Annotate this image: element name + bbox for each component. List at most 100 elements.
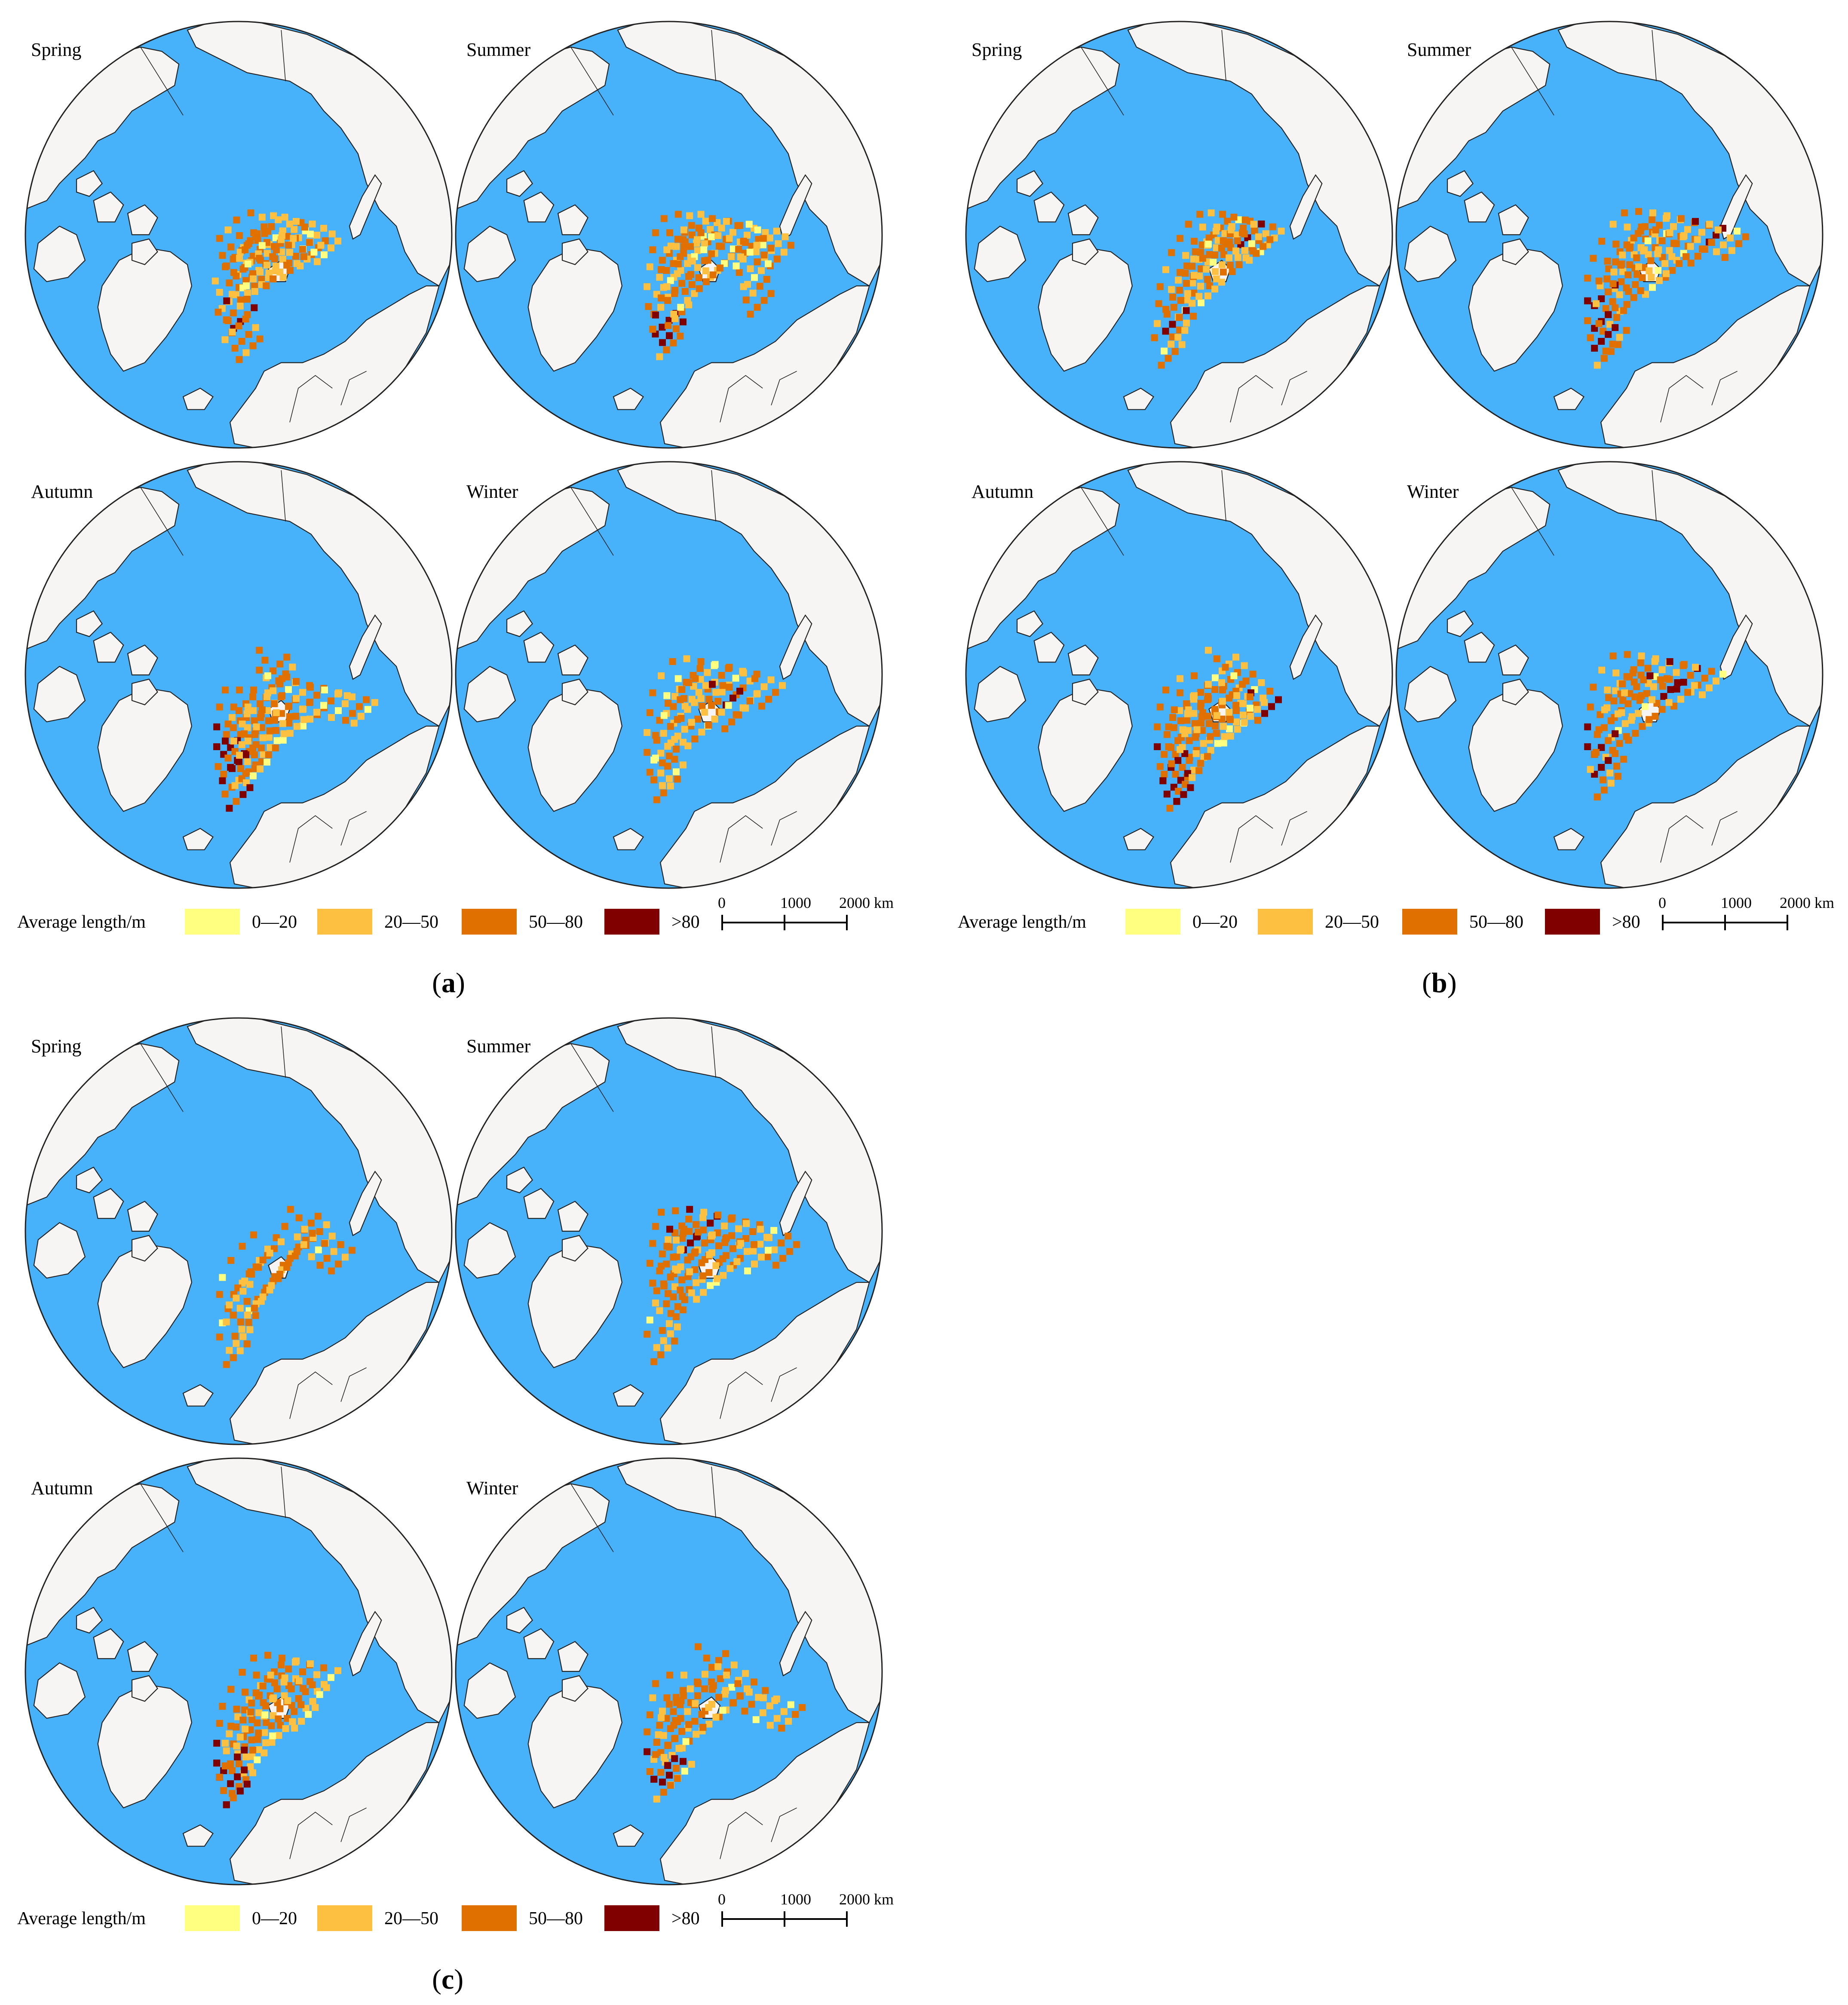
cell	[1182, 252, 1189, 259]
legend: Average length/m 0—20 20—50 50—80 >80	[958, 909, 1640, 935]
cell	[680, 226, 687, 233]
cell	[1591, 345, 1598, 352]
cell	[680, 1226, 687, 1233]
cell	[1595, 320, 1603, 327]
cell	[667, 782, 674, 790]
cell	[680, 739, 686, 746]
cell	[659, 339, 666, 346]
cell	[719, 1255, 726, 1263]
cell	[1612, 304, 1619, 311]
cell	[1161, 771, 1168, 778]
cell	[735, 1225, 742, 1232]
cell	[779, 1255, 786, 1262]
cell	[691, 699, 698, 706]
cell	[243, 1781, 251, 1788]
cell	[1180, 791, 1187, 798]
cell	[222, 1762, 229, 1769]
cell	[293, 218, 300, 225]
cell	[1198, 299, 1204, 307]
cell	[1626, 261, 1633, 268]
cell	[766, 234, 773, 242]
cell	[786, 1248, 793, 1255]
cell	[1708, 239, 1715, 246]
cell	[652, 1751, 659, 1758]
cell	[753, 690, 760, 698]
cell	[215, 763, 222, 770]
cell	[785, 1718, 792, 1725]
cell	[741, 1708, 748, 1715]
cell	[674, 776, 681, 783]
cell	[216, 235, 223, 242]
cell	[1197, 760, 1204, 767]
cell	[657, 750, 665, 757]
cell	[231, 1333, 239, 1340]
cell	[1605, 288, 1612, 295]
cell	[321, 1240, 328, 1247]
cell	[283, 1264, 291, 1271]
cell	[1610, 268, 1618, 276]
cell	[230, 1354, 237, 1361]
cell	[759, 241, 766, 248]
cell	[264, 707, 271, 714]
cell	[286, 249, 293, 256]
cell	[1595, 726, 1603, 733]
cell	[671, 1337, 678, 1345]
cell	[678, 1728, 686, 1735]
cell	[250, 772, 257, 779]
cell	[266, 1286, 273, 1294]
cell	[718, 688, 726, 696]
cell	[708, 250, 715, 258]
cell	[1618, 261, 1625, 267]
cell	[293, 260, 300, 267]
cell	[1198, 241, 1206, 248]
cell	[691, 1718, 699, 1725]
cell	[1701, 674, 1708, 682]
legend-label: 0—20	[252, 912, 297, 932]
cell	[1630, 234, 1637, 242]
cell	[740, 669, 747, 677]
cell	[652, 754, 659, 762]
cell	[1156, 283, 1164, 290]
cell	[1687, 260, 1695, 267]
cell	[1607, 779, 1615, 787]
cell	[1699, 691, 1706, 699]
cell	[674, 236, 681, 243]
cell	[1219, 715, 1226, 723]
cell	[1728, 247, 1735, 254]
cell	[1191, 720, 1198, 727]
cell	[688, 719, 695, 726]
cell	[1600, 786, 1608, 794]
cell	[236, 707, 242, 714]
cell	[223, 1747, 230, 1754]
cell	[766, 1702, 773, 1710]
legend-label: 50—80	[529, 912, 583, 932]
cell	[1627, 243, 1634, 251]
cell	[262, 1739, 270, 1746]
length-cells	[1154, 647, 1282, 812]
cell	[746, 248, 754, 256]
cell	[295, 1214, 303, 1221]
scale-bar: 0 1000 2000 km	[718, 1891, 894, 1927]
cell	[230, 310, 237, 316]
cell	[697, 229, 705, 236]
map-autumn: Autumn	[25, 461, 453, 889]
cell	[221, 791, 229, 798]
cell	[799, 1704, 806, 1711]
cell	[729, 1699, 736, 1707]
cell	[213, 743, 221, 750]
cell	[1204, 753, 1211, 760]
cell	[356, 703, 363, 710]
cell	[1714, 226, 1722, 233]
cell	[730, 245, 737, 252]
cell	[692, 675, 699, 682]
cell	[1198, 720, 1204, 727]
cell	[686, 1268, 693, 1275]
cell	[1220, 739, 1227, 747]
cell	[1213, 712, 1220, 719]
cell	[1205, 240, 1212, 248]
cell	[652, 1223, 659, 1230]
cell	[686, 212, 693, 219]
cell	[1629, 669, 1637, 677]
cell	[254, 1719, 261, 1726]
cell	[680, 761, 686, 769]
